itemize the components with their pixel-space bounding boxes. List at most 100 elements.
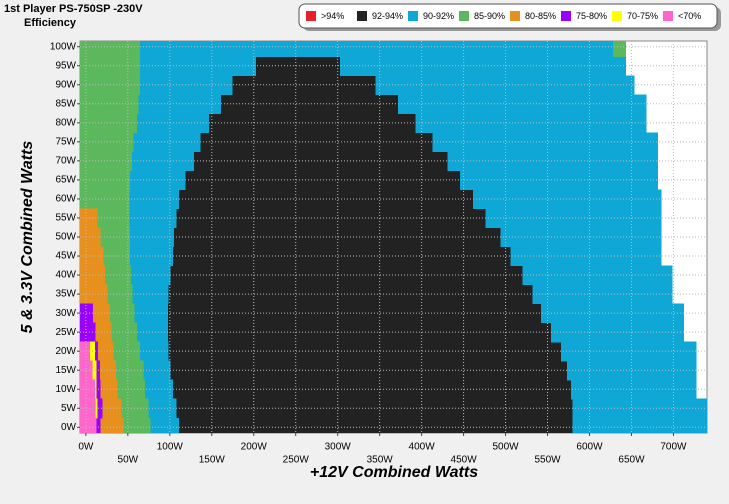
y-tick-label: 90W bbox=[55, 79, 76, 90]
region-cell bbox=[100, 417, 125, 433]
region-cell bbox=[80, 132, 134, 152]
y-tick-label: 30W bbox=[55, 308, 76, 319]
y-tick-label: 20W bbox=[55, 346, 76, 357]
x-tick-label: 300W bbox=[325, 442, 352, 453]
region-cell bbox=[112, 341, 141, 362]
region-cell bbox=[398, 94, 647, 114]
region-cell bbox=[167, 303, 542, 324]
region-cell bbox=[571, 379, 697, 400]
region-cell bbox=[566, 360, 697, 381]
region-cell bbox=[132, 284, 169, 305]
region-cell bbox=[80, 208, 98, 229]
region-cell bbox=[97, 341, 114, 362]
region-cell bbox=[104, 265, 131, 286]
region-cell bbox=[95, 398, 98, 419]
chart-title: 1st Player PS-750SP -230V bbox=[4, 3, 143, 15]
x-tick-label: 700W bbox=[660, 442, 687, 453]
legend-label: 70-75% bbox=[627, 11, 658, 21]
region-cell bbox=[130, 265, 171, 286]
legend-swatch bbox=[459, 11, 469, 21]
region-cell bbox=[460, 170, 659, 191]
y-tick-label: 15W bbox=[55, 365, 76, 376]
legend-label: <70% bbox=[678, 11, 701, 21]
region-cell bbox=[123, 417, 151, 433]
region-cell bbox=[447, 151, 659, 171]
y-axis-label: 5 & 3.3V Combined Watts bbox=[19, 141, 36, 334]
region-cell bbox=[128, 189, 179, 210]
region-cell bbox=[80, 341, 90, 362]
region-cell bbox=[415, 113, 647, 133]
x-tick-label: 450W bbox=[451, 455, 478, 466]
region-cell bbox=[129, 170, 186, 191]
y-tick-label: 70W bbox=[55, 156, 76, 167]
region-cell bbox=[139, 341, 169, 362]
region-cell bbox=[340, 56, 627, 76]
region-cell bbox=[200, 132, 434, 152]
region-cell bbox=[178, 417, 574, 433]
region-cell bbox=[111, 322, 137, 343]
legend-swatch bbox=[612, 11, 622, 21]
legend-swatch bbox=[357, 11, 367, 21]
legend-label: 80-85% bbox=[525, 11, 556, 21]
region-cell bbox=[147, 398, 177, 419]
y-tick-label: 10W bbox=[55, 384, 76, 395]
region-cell bbox=[175, 208, 487, 229]
region-cell bbox=[133, 303, 168, 324]
region-cell bbox=[80, 151, 132, 171]
y-tick-label: 95W bbox=[55, 60, 76, 71]
region-cell bbox=[80, 170, 131, 191]
region-cell bbox=[80, 322, 96, 343]
region-cell bbox=[80, 398, 96, 419]
region-cell bbox=[80, 227, 101, 248]
y-tick-label: 60W bbox=[55, 194, 76, 205]
legend-swatch bbox=[510, 11, 520, 21]
y-tick-label: 75W bbox=[55, 136, 76, 147]
region-cell bbox=[208, 113, 417, 133]
x-tick-label: 650W bbox=[618, 455, 645, 466]
region-cell bbox=[80, 41, 141, 57]
region-cell bbox=[96, 398, 103, 419]
x-tick-label: 0W bbox=[78, 442, 94, 453]
region-cell bbox=[91, 360, 97, 381]
y-tick-label: 25W bbox=[55, 327, 76, 338]
x-tick-label: 150W bbox=[199, 455, 226, 466]
region-cell bbox=[231, 75, 377, 95]
y-tick-label: 85W bbox=[55, 98, 76, 109]
y-tick-label: 0W bbox=[61, 422, 77, 433]
x-tick-label: 100W bbox=[157, 442, 184, 453]
region-cell bbox=[136, 113, 210, 133]
region-cell bbox=[100, 379, 118, 400]
region-cell bbox=[169, 265, 523, 286]
region-cell bbox=[80, 417, 97, 433]
region-cell bbox=[612, 41, 627, 57]
legend-swatch bbox=[408, 11, 418, 21]
region-cell bbox=[80, 94, 139, 114]
region-cell bbox=[94, 341, 99, 362]
region-cell bbox=[100, 227, 131, 248]
region-cell bbox=[80, 113, 137, 133]
x-axis-label: +12V Combined Watts bbox=[310, 464, 478, 481]
region-cell bbox=[485, 208, 662, 229]
region-cell bbox=[540, 303, 685, 324]
region-cell bbox=[115, 360, 144, 381]
region-cell bbox=[139, 41, 614, 57]
region-cell bbox=[129, 227, 174, 248]
y-tick-label: 65W bbox=[55, 175, 76, 186]
legend-label: 75-80% bbox=[576, 11, 607, 21]
region-cell bbox=[522, 265, 673, 286]
x-tick-label: 200W bbox=[241, 442, 268, 453]
y-tick-label: 100W bbox=[50, 41, 77, 52]
x-tick-label: 550W bbox=[534, 455, 561, 466]
x-tick-label: 50W bbox=[118, 455, 139, 466]
chart-subtitle: Efficiency bbox=[24, 17, 77, 29]
region-cell bbox=[149, 417, 179, 433]
region-cell bbox=[572, 417, 707, 433]
region-cell bbox=[139, 75, 233, 95]
region-cell bbox=[80, 379, 95, 400]
x-tick-label: 600W bbox=[576, 442, 603, 453]
y-tick-label: 50W bbox=[55, 232, 76, 243]
region-cell bbox=[142, 360, 171, 381]
region-cell bbox=[560, 341, 697, 362]
legend bbox=[298, 3, 718, 29]
